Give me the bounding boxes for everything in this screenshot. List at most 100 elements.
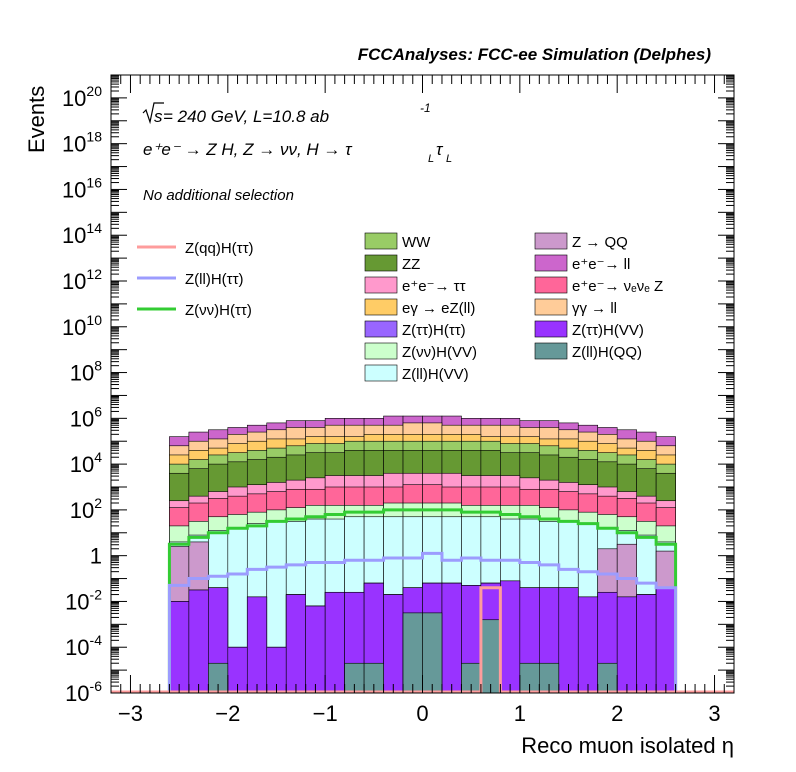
ytick-base: 10: [62, 177, 86, 202]
bar-z-h-vv-11: [383, 594, 404, 694]
process-annotation: e⁺e⁻ → Z H, Z → νν, H → τ L τ L: [143, 140, 452, 165]
step-line-z-h: [111, 508, 734, 694]
xtick-label: 3: [708, 701, 720, 726]
bar-z-ll-h-qq-13: [422, 612, 443, 694]
bar-z-h-vv-6: [285, 594, 306, 694]
ytick-base: 10: [62, 223, 86, 248]
ytick-base: 10: [62, 132, 86, 157]
process-sub1: L: [428, 153, 434, 165]
legend-fill-swatch: [534, 342, 568, 360]
ytick-label: 10-2: [65, 586, 102, 614]
bar-z-h-vv-17: [500, 580, 521, 694]
ytick-label: 10-4: [65, 632, 102, 660]
xtick-label: 1: [514, 701, 526, 726]
process-sub2: L: [446, 153, 452, 165]
bar-z-h-vv-0: [169, 601, 190, 694]
legend-fill-swatch: [364, 342, 398, 360]
energy-s: s: [154, 107, 163, 126]
bar-z-h-vv-21: [577, 596, 599, 694]
legend-label: Z(ττ)H(VV): [572, 322, 644, 339]
bar-z-h-vv-8: [324, 591, 345, 694]
bar-z-h-vv-4: [246, 596, 268, 694]
legend-fill-swatch: [364, 254, 398, 272]
y-tick-labels: 102010181016101410121010108106104102110-…: [62, 83, 102, 706]
xtick-label: −3: [118, 701, 143, 726]
xtick-label: −2: [215, 701, 240, 726]
ytick-base: 10: [65, 635, 89, 660]
ytick-exp: 20: [86, 83, 102, 99]
step-line-z-ll-h: [111, 551, 734, 694]
ytick-base: 10: [65, 589, 89, 614]
energy-text: = 240 GeV, L=10.8 ab: [163, 107, 329, 126]
ytick-base: 10: [65, 681, 89, 706]
ytick-exp: 14: [86, 220, 102, 236]
energy-sup: -1: [420, 101, 431, 115]
legend-label: Z(νν)H(VV): [402, 344, 477, 361]
ytick-base: 10: [70, 361, 94, 386]
ytick-base: 1: [90, 544, 102, 569]
ytick-label: 1018: [62, 129, 102, 157]
ytick-label: 1010: [62, 312, 102, 340]
bar-z-h-vv-20: [558, 587, 579, 694]
bar-z-h-vv-24: [636, 594, 657, 694]
figure-title: FCCAnalyses: FCC-ee Simulation (Delphes): [358, 45, 712, 64]
bar-z-h-vv-25: [655, 587, 676, 694]
legend-backgrounds-col2: Z → QQ e⁺e⁻→ ll e⁺e⁻→ νₑνₑ Z γγ → ll Z(ττ)H(…: [534, 232, 663, 361]
process-tau2: τ: [436, 140, 444, 159]
selection-annotation: No additional selection: [143, 187, 294, 204]
legend-label: Z(ττ)H(ττ): [402, 322, 466, 339]
bar-z-h-vv-1: [188, 589, 209, 694]
legend-label: Z → QQ: [572, 234, 628, 251]
ytick-exp: -4: [90, 632, 103, 648]
sqrt-sign: [142, 102, 164, 125]
ytick-exp: 10: [86, 312, 102, 328]
legend-fill-swatch: [534, 298, 568, 316]
x-axis-label: Reco muon isolated η: [521, 733, 734, 758]
ytick-label: 1020: [62, 83, 102, 111]
legend-label: eγ → eZ(ll): [402, 300, 475, 317]
legend-label: e⁺e⁻→ ττ: [402, 278, 466, 295]
ytick-exp: 18: [86, 129, 102, 145]
legend-label: e⁺e⁻→ νₑνₑ Z: [572, 278, 663, 295]
ytick-label: 10-6: [65, 678, 102, 706]
legend-label: e⁺e⁻→ ll: [572, 256, 630, 273]
ytick-exp: -6: [90, 678, 103, 694]
bar-z-h-vv-23: [616, 596, 637, 694]
legend-label: ZZ: [402, 256, 420, 273]
xtick-label: 0: [416, 701, 428, 726]
ytick-label: 1012: [62, 266, 102, 294]
legend-label: Z(νν)H(ττ): [185, 302, 252, 319]
ytick-label: 108: [70, 358, 102, 386]
ytick-exp: 2: [94, 495, 102, 511]
bar-z-ll-h-qq-12: [402, 612, 423, 694]
legend-label: γγ → ll: [572, 300, 617, 317]
legend-fill-swatch: [364, 320, 398, 338]
energy-annotation: s = 240 GeV, L=10.8 ab -1: [142, 101, 431, 126]
bar-z-h-vv-14: [441, 582, 462, 694]
ytick-label: 104: [70, 449, 102, 477]
ytick-base: 10: [70, 452, 94, 477]
legend-label: Z(ll)H(ττ): [185, 271, 244, 288]
legend-backgrounds-col1: WW ZZ e⁺e⁻→ ττ eγ → eZ(ll) Z(ττ)H(ττ) Z(νν)H(…: [364, 232, 477, 383]
x-tick-labels: −3 −2 −1 0 1 2 3: [118, 701, 721, 726]
bar-z-h-vv-7: [305, 605, 326, 694]
ytick-exp: 12: [86, 266, 102, 282]
legend-label: Z(ll)H(QQ): [572, 344, 642, 361]
legend-label: Z(qq)H(ττ): [185, 240, 254, 257]
ytick-exp: 16: [86, 174, 102, 190]
ytick-label: 1016: [62, 174, 102, 202]
legend-fill-swatch: [534, 232, 568, 250]
legend-fill-swatch: [364, 298, 398, 316]
ytick-exp: 6: [94, 403, 102, 419]
xtick-label: −1: [313, 701, 338, 726]
axis-ticks: [110, 74, 735, 694]
legend-fill-swatch: [534, 254, 568, 272]
legend-fill-swatch: [364, 364, 398, 382]
ytick-label: 102: [70, 495, 102, 523]
ytick-base: 10: [70, 498, 94, 523]
xtick-label: 2: [611, 701, 623, 726]
ytick-exp: 4: [94, 449, 102, 465]
legend-fill-swatch: [534, 276, 568, 294]
ytick-base: 10: [62, 86, 86, 111]
